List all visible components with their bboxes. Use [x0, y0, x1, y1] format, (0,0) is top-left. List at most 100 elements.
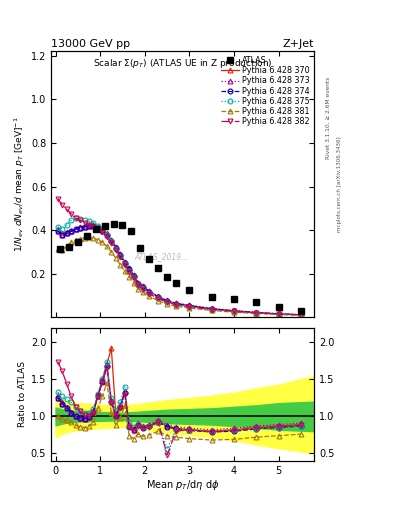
ATLAS [156, 265, 161, 271]
Pythia 6.428 373 [100, 227, 105, 233]
Pythia 6.428 370 [136, 280, 140, 286]
Pythia 6.428 381 [209, 307, 214, 313]
Pythia 6.428 382 [95, 226, 100, 232]
Pythia 6.428 373 [105, 231, 109, 238]
Pythia 6.428 370 [131, 272, 136, 278]
Pythia 6.428 382 [156, 295, 161, 302]
Pythia 6.428 375 [131, 274, 136, 280]
Pythia 6.428 382 [82, 220, 87, 226]
Pythia 6.428 382 [276, 311, 281, 317]
ATLAS [174, 280, 178, 286]
Pythia 6.428 373 [69, 228, 73, 234]
Pythia 6.428 370 [299, 312, 303, 318]
Pythia 6.428 382 [187, 304, 192, 310]
Pythia 6.428 370 [64, 229, 69, 236]
Pythia 6.428 373 [174, 300, 178, 306]
Pythia 6.428 374 [64, 230, 69, 237]
Pythia 6.428 375 [78, 216, 83, 222]
X-axis label: Mean $p_T$/d$\eta$ d$\phi$: Mean $p_T$/d$\eta$ d$\phi$ [146, 478, 219, 493]
Pythia 6.428 381 [69, 239, 73, 245]
Pythia 6.428 375 [147, 290, 152, 296]
Pythia 6.428 381 [147, 293, 152, 300]
Pythia 6.428 373 [60, 231, 64, 238]
Pythia 6.428 373 [109, 237, 114, 243]
Pythia 6.428 373 [131, 272, 136, 278]
Pythia 6.428 370 [69, 228, 73, 234]
Pythia 6.428 375 [64, 222, 69, 228]
Pythia 6.428 373 [87, 223, 92, 229]
Pythia 6.428 381 [100, 239, 105, 245]
Pythia 6.428 374 [254, 310, 259, 316]
Text: ATLAS_2019...: ATLAS_2019... [134, 252, 189, 261]
Pythia 6.428 374 [174, 301, 178, 307]
Pythia 6.428 374 [209, 306, 214, 312]
ATLAS [66, 243, 71, 249]
Pythia 6.428 374 [69, 228, 73, 234]
Pythia 6.428 374 [73, 226, 78, 232]
Pythia 6.428 381 [254, 310, 259, 316]
Pythia 6.428 374 [165, 298, 169, 304]
Pythia 6.428 370 [60, 230, 64, 237]
Pythia 6.428 374 [100, 227, 105, 233]
Pythia 6.428 382 [140, 286, 145, 292]
Pythia 6.428 370 [78, 224, 83, 230]
Pythia 6.428 374 [87, 223, 92, 229]
Pythia 6.428 370 [87, 222, 92, 228]
ATLAS [75, 239, 80, 245]
Pythia 6.428 381 [276, 311, 281, 317]
Pythia 6.428 382 [127, 268, 132, 274]
Pythia 6.428 382 [174, 302, 178, 308]
Pythia 6.428 373 [95, 225, 100, 231]
Pythia 6.428 374 [118, 252, 123, 259]
Pythia 6.428 374 [114, 245, 118, 251]
Pythia 6.428 370 [73, 226, 78, 232]
Pythia 6.428 382 [64, 206, 69, 212]
Pythia 6.428 374 [147, 289, 152, 295]
Pythia 6.428 382 [118, 254, 123, 261]
Text: mcplots.cern.ch [arXiv:1306.3436]: mcplots.cern.ch [arXiv:1306.3436] [338, 137, 342, 232]
Pythia 6.428 373 [118, 251, 123, 257]
Pythia 6.428 370 [187, 303, 192, 309]
Pythia 6.428 375 [299, 312, 303, 318]
Pythia 6.428 382 [100, 229, 105, 236]
Pythia 6.428 381 [114, 255, 118, 261]
ATLAS [94, 226, 98, 232]
Pythia 6.428 374 [187, 303, 192, 309]
Pythia 6.428 373 [299, 311, 303, 317]
Pythia 6.428 370 [122, 259, 127, 265]
Pythia 6.428 373 [254, 309, 259, 315]
Pythia 6.428 370 [209, 306, 214, 312]
Pythia 6.428 373 [91, 223, 96, 229]
Pythia 6.428 381 [82, 234, 87, 241]
Text: Rivet 3.1.10, ≥ 2.6M events: Rivet 3.1.10, ≥ 2.6M events [326, 77, 331, 159]
ATLAS [187, 287, 192, 293]
Pythia 6.428 370 [114, 243, 118, 249]
Pythia 6.428 375 [254, 310, 259, 316]
ATLAS [165, 274, 169, 280]
Pythia 6.428 381 [109, 249, 114, 255]
Pythia 6.428 381 [174, 303, 178, 309]
Pythia 6.428 373 [140, 283, 145, 289]
Pythia 6.428 370 [82, 223, 87, 229]
Pythia 6.428 375 [114, 246, 118, 252]
Pythia 6.428 381 [131, 280, 136, 286]
Pythia 6.428 373 [156, 293, 161, 299]
Pythia 6.428 375 [60, 226, 64, 232]
ATLAS [129, 228, 134, 234]
Pythia 6.428 375 [136, 282, 140, 288]
Pythia 6.428 375 [91, 220, 96, 226]
Pythia 6.428 375 [165, 299, 169, 305]
Text: Z+Jet: Z+Jet [283, 39, 314, 49]
ATLAS [111, 221, 116, 227]
Pythia 6.428 370 [174, 300, 178, 306]
Legend: ATLAS, Pythia 6.428 370, Pythia 6.428 373, Pythia 6.428 374, Pythia 6.428 375, P: ATLAS, Pythia 6.428 370, Pythia 6.428 37… [218, 53, 313, 130]
Pythia 6.428 381 [187, 305, 192, 311]
Pythia 6.428 370 [232, 308, 237, 314]
Text: 13000 GeV pp: 13000 GeV pp [51, 39, 130, 49]
Pythia 6.428 375 [140, 285, 145, 291]
Pythia 6.428 375 [87, 218, 92, 224]
Pythia 6.428 375 [232, 308, 237, 314]
Pythia 6.428 374 [82, 224, 87, 230]
Pythia 6.428 375 [118, 253, 123, 260]
ATLAS [232, 296, 237, 302]
